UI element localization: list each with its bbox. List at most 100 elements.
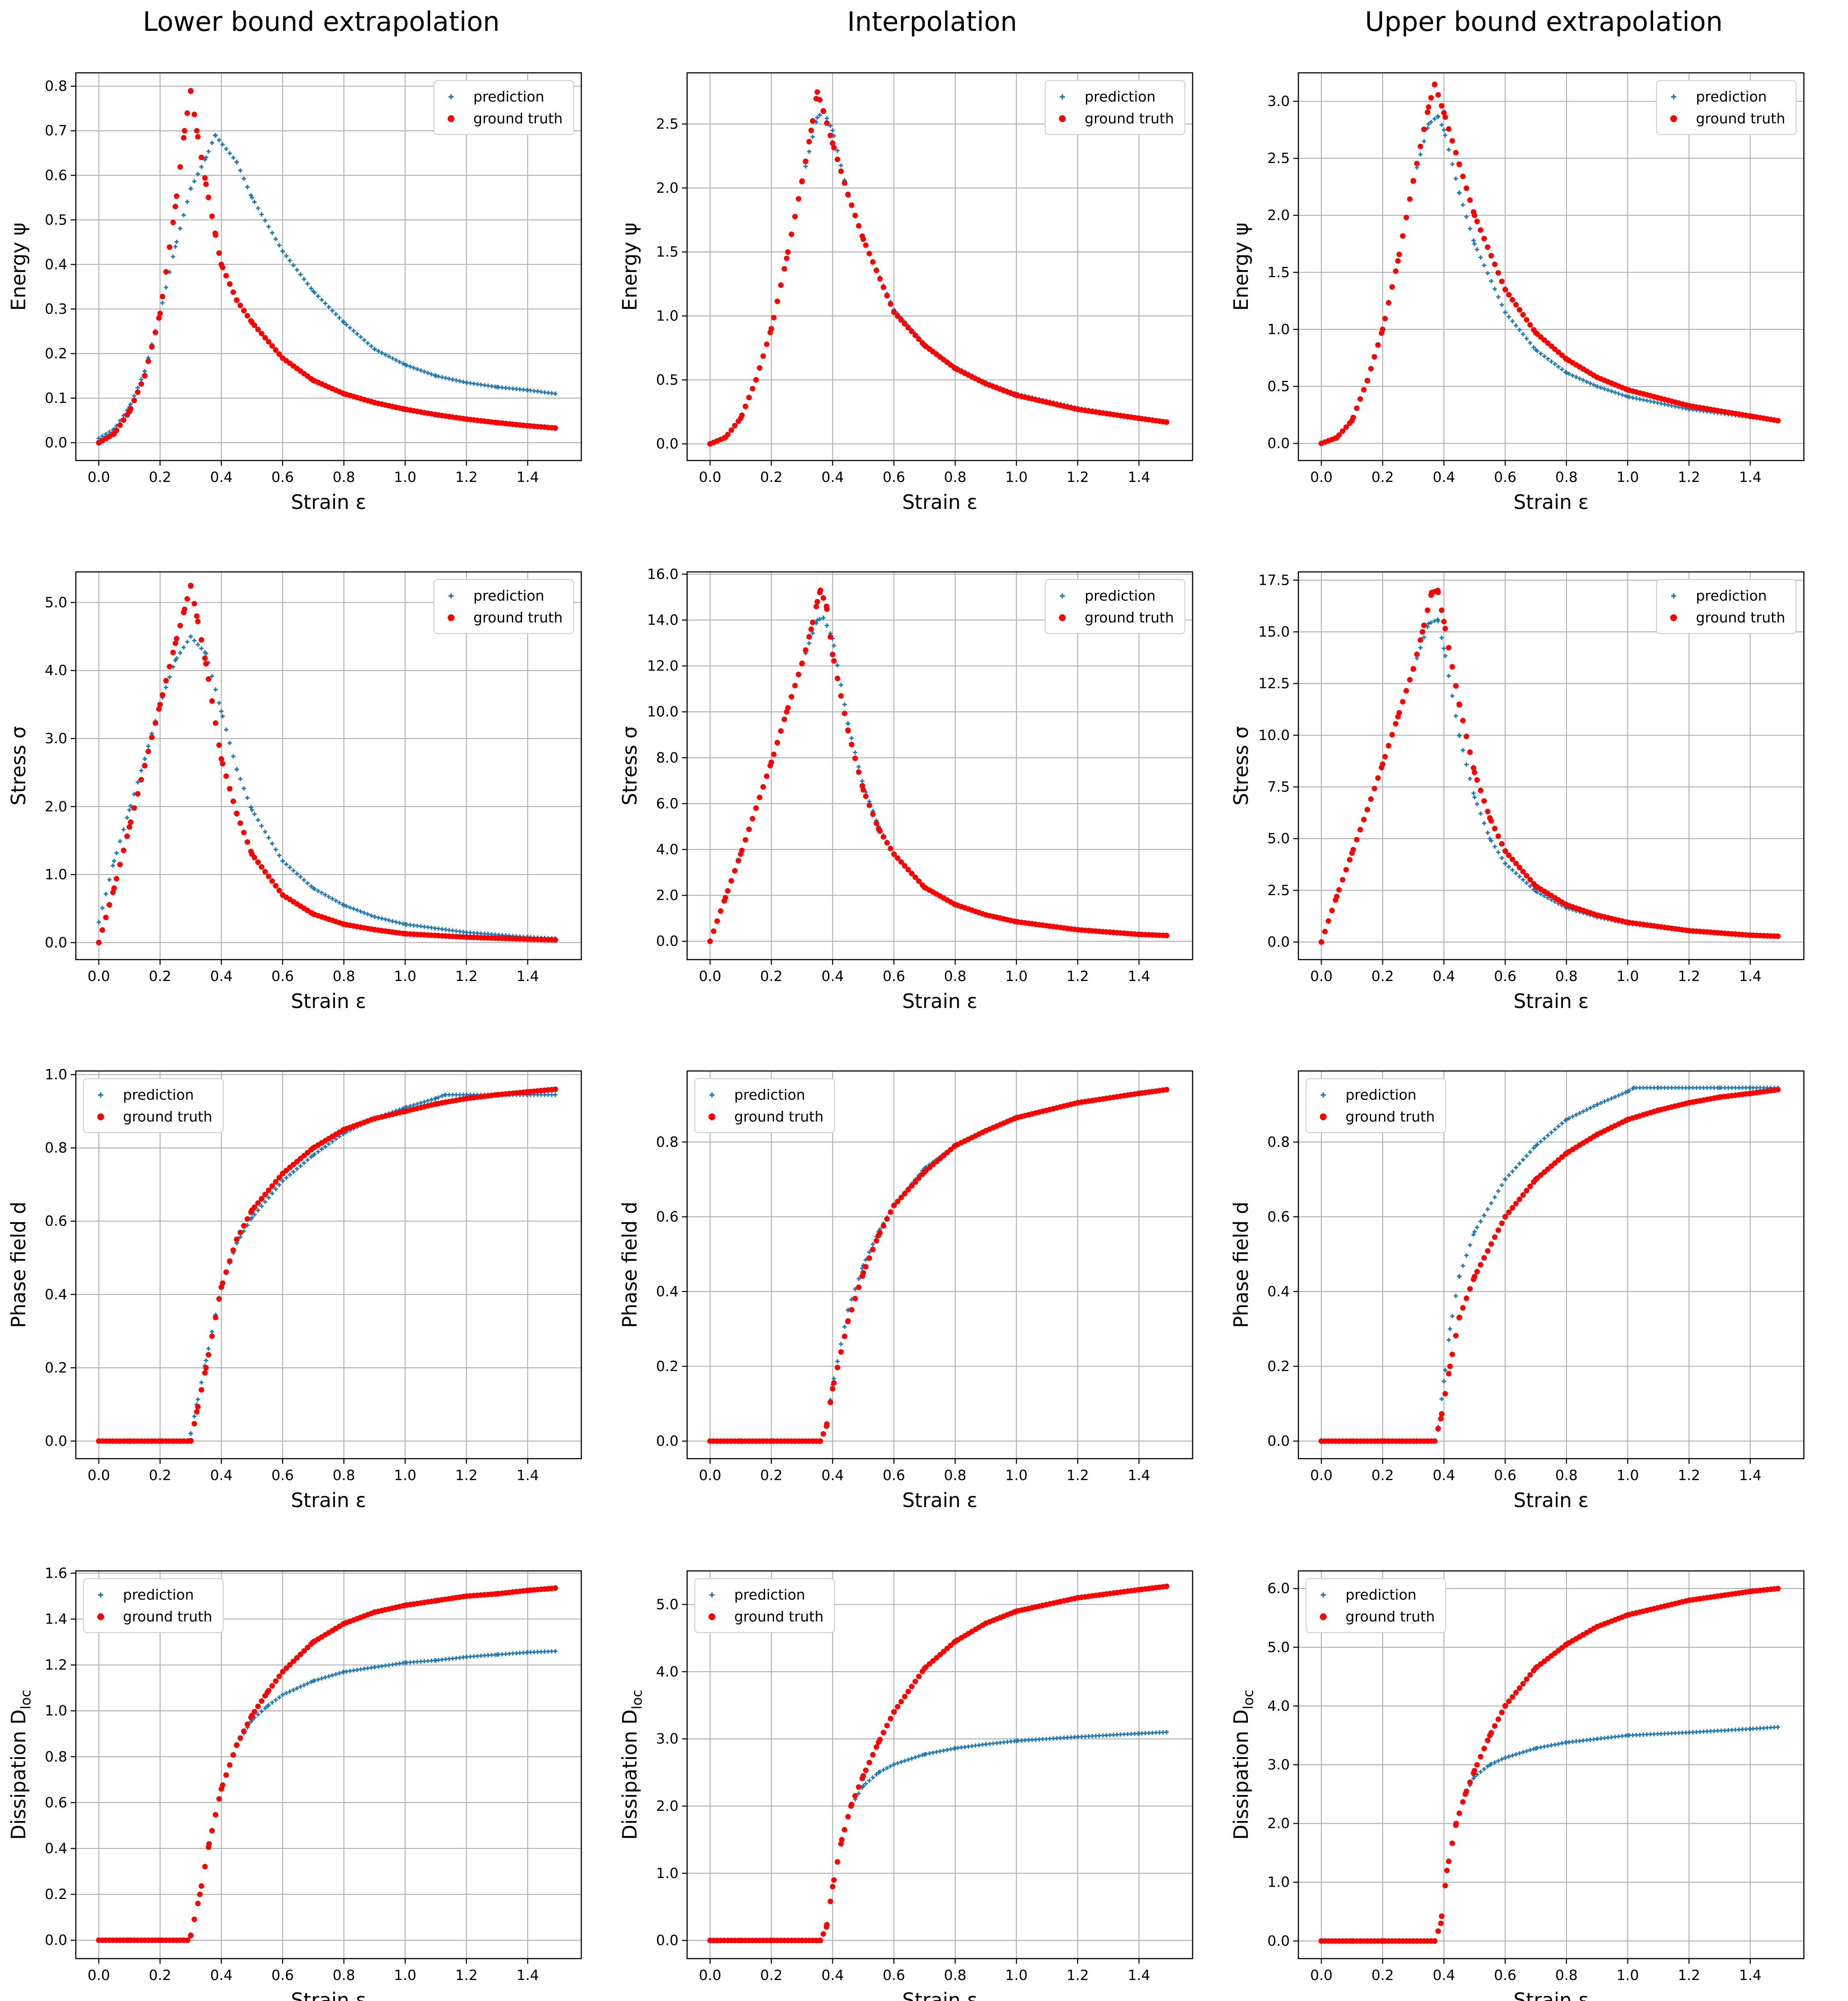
ground-truth-point [120, 847, 126, 853]
ground-truth-point [1446, 126, 1452, 132]
y-tick-label: 10.0 [1259, 727, 1290, 743]
ground-truth-point [195, 1404, 201, 1410]
legend-prediction-marker [449, 94, 454, 99]
legend-ground-truth-label: ground truth [123, 1608, 212, 1625]
ground-truth-point [876, 1232, 882, 1238]
legend-prediction-label: prediction [1696, 587, 1767, 604]
ground-truth-point [1524, 1187, 1530, 1193]
ground-truth-point [273, 347, 279, 353]
ground-truth-point [1347, 857, 1353, 863]
legend-prediction-label: prediction [1085, 88, 1156, 105]
ground-truth-point [216, 742, 222, 748]
ground-truth-point [1594, 374, 1600, 380]
prediction-point [369, 913, 374, 918]
ground-truth-point [778, 728, 784, 734]
x-tick-label: 0.2 [149, 469, 171, 485]
ground-truth-point [96, 939, 102, 945]
prediction-point [295, 871, 299, 876]
ground-truth-point [888, 301, 894, 307]
ground-truth-point [1499, 1709, 1505, 1715]
ground-truth-point [264, 1690, 270, 1696]
ground-truth-point [792, 682, 798, 688]
ground-truth-point [218, 1786, 224, 1792]
ground-truth-point [834, 1364, 840, 1370]
ground-truth-point [781, 266, 787, 272]
ground-truth-point [814, 89, 820, 95]
ground-truth-point [1438, 1913, 1444, 1919]
ground-truth-point [1382, 754, 1388, 760]
ground-truth-point [1424, 109, 1430, 115]
ground-truth-point [760, 353, 766, 359]
prediction-point [1461, 203, 1465, 207]
x-tick-label: 0.6 [1494, 1967, 1516, 1983]
ground-truth-point [310, 1639, 316, 1645]
subplot-r3-c0: 0.0 0.2 0.4 0.6 0.8 1.0 1.2 1.4 0.0 0.2 0.4 0.6 0.8 1… [7, 1564, 582, 2001]
prediction-point [192, 179, 197, 184]
ground-truth-point [921, 1169, 927, 1175]
ground-truth-point [852, 1295, 858, 1301]
prediction-point [348, 905, 353, 910]
y-tick-label: 2.0 [656, 887, 679, 903]
prediction-point [250, 808, 254, 812]
ground-truth-point [1364, 807, 1370, 813]
ground-truth-point [230, 1752, 236, 1758]
legend: prediction ground truth [1044, 80, 1186, 135]
prediction-point [1538, 351, 1543, 356]
prediction-point [415, 367, 420, 371]
ground-truth-point [732, 423, 738, 429]
prediction-point [280, 858, 285, 863]
prediction-point [1630, 395, 1635, 400]
legend-box [1044, 80, 1186, 135]
ground-truth-point [1527, 1183, 1533, 1189]
ground-truth-point [149, 734, 155, 740]
ground-truth-point [880, 284, 886, 290]
ground-truth-point [209, 213, 215, 219]
x-tick-label: 0.0 [1310, 968, 1332, 984]
y-tick-label: 1.4 [45, 1610, 67, 1627]
y-tick-label: 0.2 [45, 345, 67, 362]
prediction-point [320, 891, 324, 895]
ground-truth-point [810, 118, 816, 124]
prediction-point [1450, 162, 1455, 167]
ground-truth-point [732, 868, 738, 874]
ground-truth-point [905, 867, 911, 873]
ground-truth-point [1136, 1090, 1142, 1096]
ground-truth-point [894, 313, 900, 319]
ground-truth-point [172, 640, 178, 646]
ground-truth-point [194, 613, 200, 619]
legend-prediction-label: prediction [734, 1586, 805, 1603]
prediction-point [311, 289, 316, 293]
ground-truth-point [728, 427, 734, 433]
ground-truth-point [1460, 1799, 1466, 1805]
ground-truth-point [870, 1752, 876, 1758]
x-axis-label: Strain ε [902, 990, 978, 1013]
ground-truth-point [135, 389, 141, 395]
prediction-point [195, 642, 200, 647]
ground-truth-point [216, 250, 222, 256]
ground-truth-point [952, 1143, 958, 1149]
ground-truth-point [1420, 629, 1426, 635]
prediction-point [316, 888, 320, 893]
ground-truth-point [202, 1863, 208, 1869]
ground-truth-point [96, 1438, 102, 1444]
ground-truth-point [525, 936, 531, 942]
ground-truth-point [223, 273, 229, 279]
prediction-point [199, 165, 204, 169]
ground-truth-point [827, 1400, 833, 1406]
prediction-point [1496, 295, 1501, 299]
prediction-point [121, 827, 126, 832]
ground-truth-point [1686, 1597, 1692, 1603]
ground-truth-point [1417, 144, 1423, 150]
ground-truth-point [188, 1932, 194, 1938]
ground-truth-point [863, 1767, 869, 1773]
prediction-point [1560, 367, 1564, 372]
ground-truth-point [1441, 619, 1447, 625]
prediction-point [1443, 133, 1447, 138]
prediction-point [1524, 336, 1529, 341]
x-tick-label: 0.2 [149, 1967, 171, 1983]
prediction-point [376, 349, 381, 353]
prediction-point [139, 377, 144, 382]
legend-ground-truth-marker [709, 1613, 715, 1620]
ground-truth-point [255, 859, 261, 865]
ground-truth-point [849, 202, 855, 208]
